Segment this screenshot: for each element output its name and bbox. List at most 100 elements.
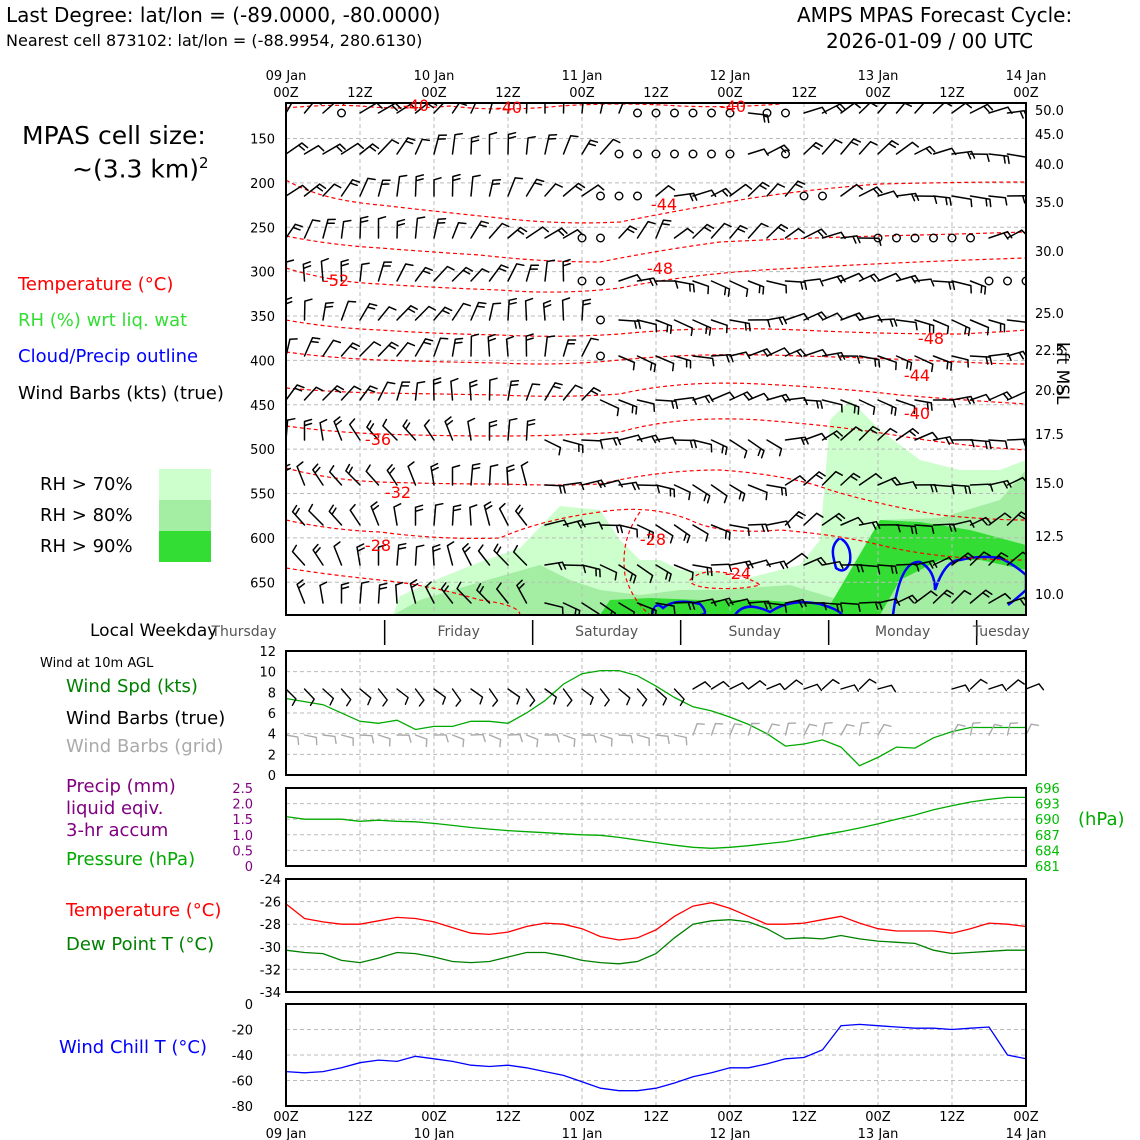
wind-barb [359, 215, 369, 239]
wind-barb [655, 484, 676, 498]
pressure-unit-label: (hPa) [1078, 809, 1125, 830]
wind-barb [692, 524, 709, 542]
wind-barb [914, 195, 938, 205]
wind-barb [581, 564, 601, 578]
temperature-contour [286, 351, 1026, 365]
wind-barb [393, 503, 402, 526]
calm-wind-marker [818, 191, 828, 201]
bottom-hour-label: 12Z [347, 1110, 373, 1125]
wind-barb [286, 142, 309, 155]
panel-frame [285, 650, 1027, 776]
wind-barb [544, 519, 569, 528]
wind-barb [803, 556, 827, 566]
wind-barb [618, 564, 637, 584]
wind-barb [507, 263, 525, 282]
wind-barb [599, 436, 622, 446]
wind-barb [784, 348, 807, 358]
bottom-hour-label: 00Z [569, 1110, 595, 1125]
wind-barb [692, 439, 713, 453]
wind-barb [914, 319, 935, 334]
wind-barb [488, 131, 498, 155]
top-hour-label: 00Z [717, 86, 743, 101]
calm-wind-marker [633, 108, 643, 118]
contour-label: -48 [918, 329, 944, 348]
wind-barb [319, 581, 328, 604]
wind-barb [858, 425, 881, 441]
wind-barb [784, 511, 806, 526]
wind-barb [470, 462, 481, 486]
y-tick-label: -34 [260, 986, 281, 1001]
contour-label: -36 [365, 430, 391, 449]
calm-wind-marker [651, 108, 661, 118]
wind-barb [840, 138, 862, 155]
wind-barb [296, 461, 306, 486]
wind-barb [821, 722, 833, 736]
wind-barb [858, 721, 870, 736]
wind-barb [303, 337, 321, 357]
temperature-contour [286, 231, 1026, 263]
wind-barb [766, 484, 788, 497]
wind-barb [988, 319, 1006, 333]
wind-barb [729, 439, 748, 459]
wind-barb [488, 420, 498, 441]
contour-label: -40 [403, 96, 429, 115]
wind-barb [747, 222, 769, 239]
wind-barb [488, 222, 510, 239]
bottom-hour-label: 00Z [717, 1110, 743, 1125]
wind-barb [877, 684, 896, 693]
wind-barb [433, 218, 447, 239]
wind-barb [470, 103, 477, 114]
calm-wind-marker-grid [893, 735, 900, 742]
wind-barb [359, 143, 380, 155]
wind-barb [1025, 523, 1026, 526]
wind-barb [488, 464, 499, 486]
calm-wind-marker [984, 276, 994, 286]
wind-barb [914, 103, 925, 114]
series-line-temperature-c- [285, 902, 1027, 941]
y-tick-label: 12 [259, 645, 276, 660]
wind-barb [308, 503, 324, 526]
wind-barb [333, 416, 343, 441]
wind-barb [470, 301, 487, 321]
wind-barb [451, 688, 462, 707]
wind-barb [1006, 195, 1026, 204]
wind-barb [561, 297, 571, 321]
kft-msl-axis-label: kft MSL [1052, 342, 1072, 405]
y-tick-label: -24 [260, 873, 281, 888]
wind-barb [498, 502, 509, 526]
wind-barb [562, 229, 584, 239]
rh90-region [600, 520, 1026, 615]
wind-barb [516, 579, 528, 604]
wind-barb [821, 430, 843, 441]
wind-barb [581, 298, 592, 321]
contour-label: -44 [651, 195, 677, 214]
y-tick-label: 6 [268, 707, 276, 722]
wind-barb [877, 399, 897, 416]
wind-barb [322, 183, 342, 197]
wind-barb [877, 427, 898, 441]
wind-barb [525, 688, 536, 707]
wind-barb [476, 583, 491, 604]
wind-barb [803, 311, 828, 321]
wind-barb [286, 384, 305, 401]
wind-barb [470, 333, 480, 357]
forecast-cycle-value: 2026-01-09 / 00 UTC [826, 29, 1034, 53]
wind-barb [821, 312, 843, 321]
wind-barb [951, 150, 976, 160]
top-date-label: 13 Jan [858, 69, 899, 84]
wind-barb [914, 278, 935, 287]
wind-barb [729, 280, 749, 298]
wind-barb [710, 484, 728, 504]
wind-barb [803, 723, 818, 736]
wind-barb [655, 524, 674, 544]
wind-barb [1006, 229, 1026, 239]
calm-wind-marker [614, 149, 624, 159]
wind-barb [655, 219, 672, 239]
wind-barb [969, 589, 993, 604]
y-tick-label-kft: 25.0 [1035, 307, 1064, 322]
calm-wind-marker [614, 191, 624, 201]
wind-barb [348, 418, 361, 441]
wind-barb [1006, 511, 1026, 526]
wind-barb [1006, 679, 1025, 690]
wind-barb [444, 416, 454, 441]
